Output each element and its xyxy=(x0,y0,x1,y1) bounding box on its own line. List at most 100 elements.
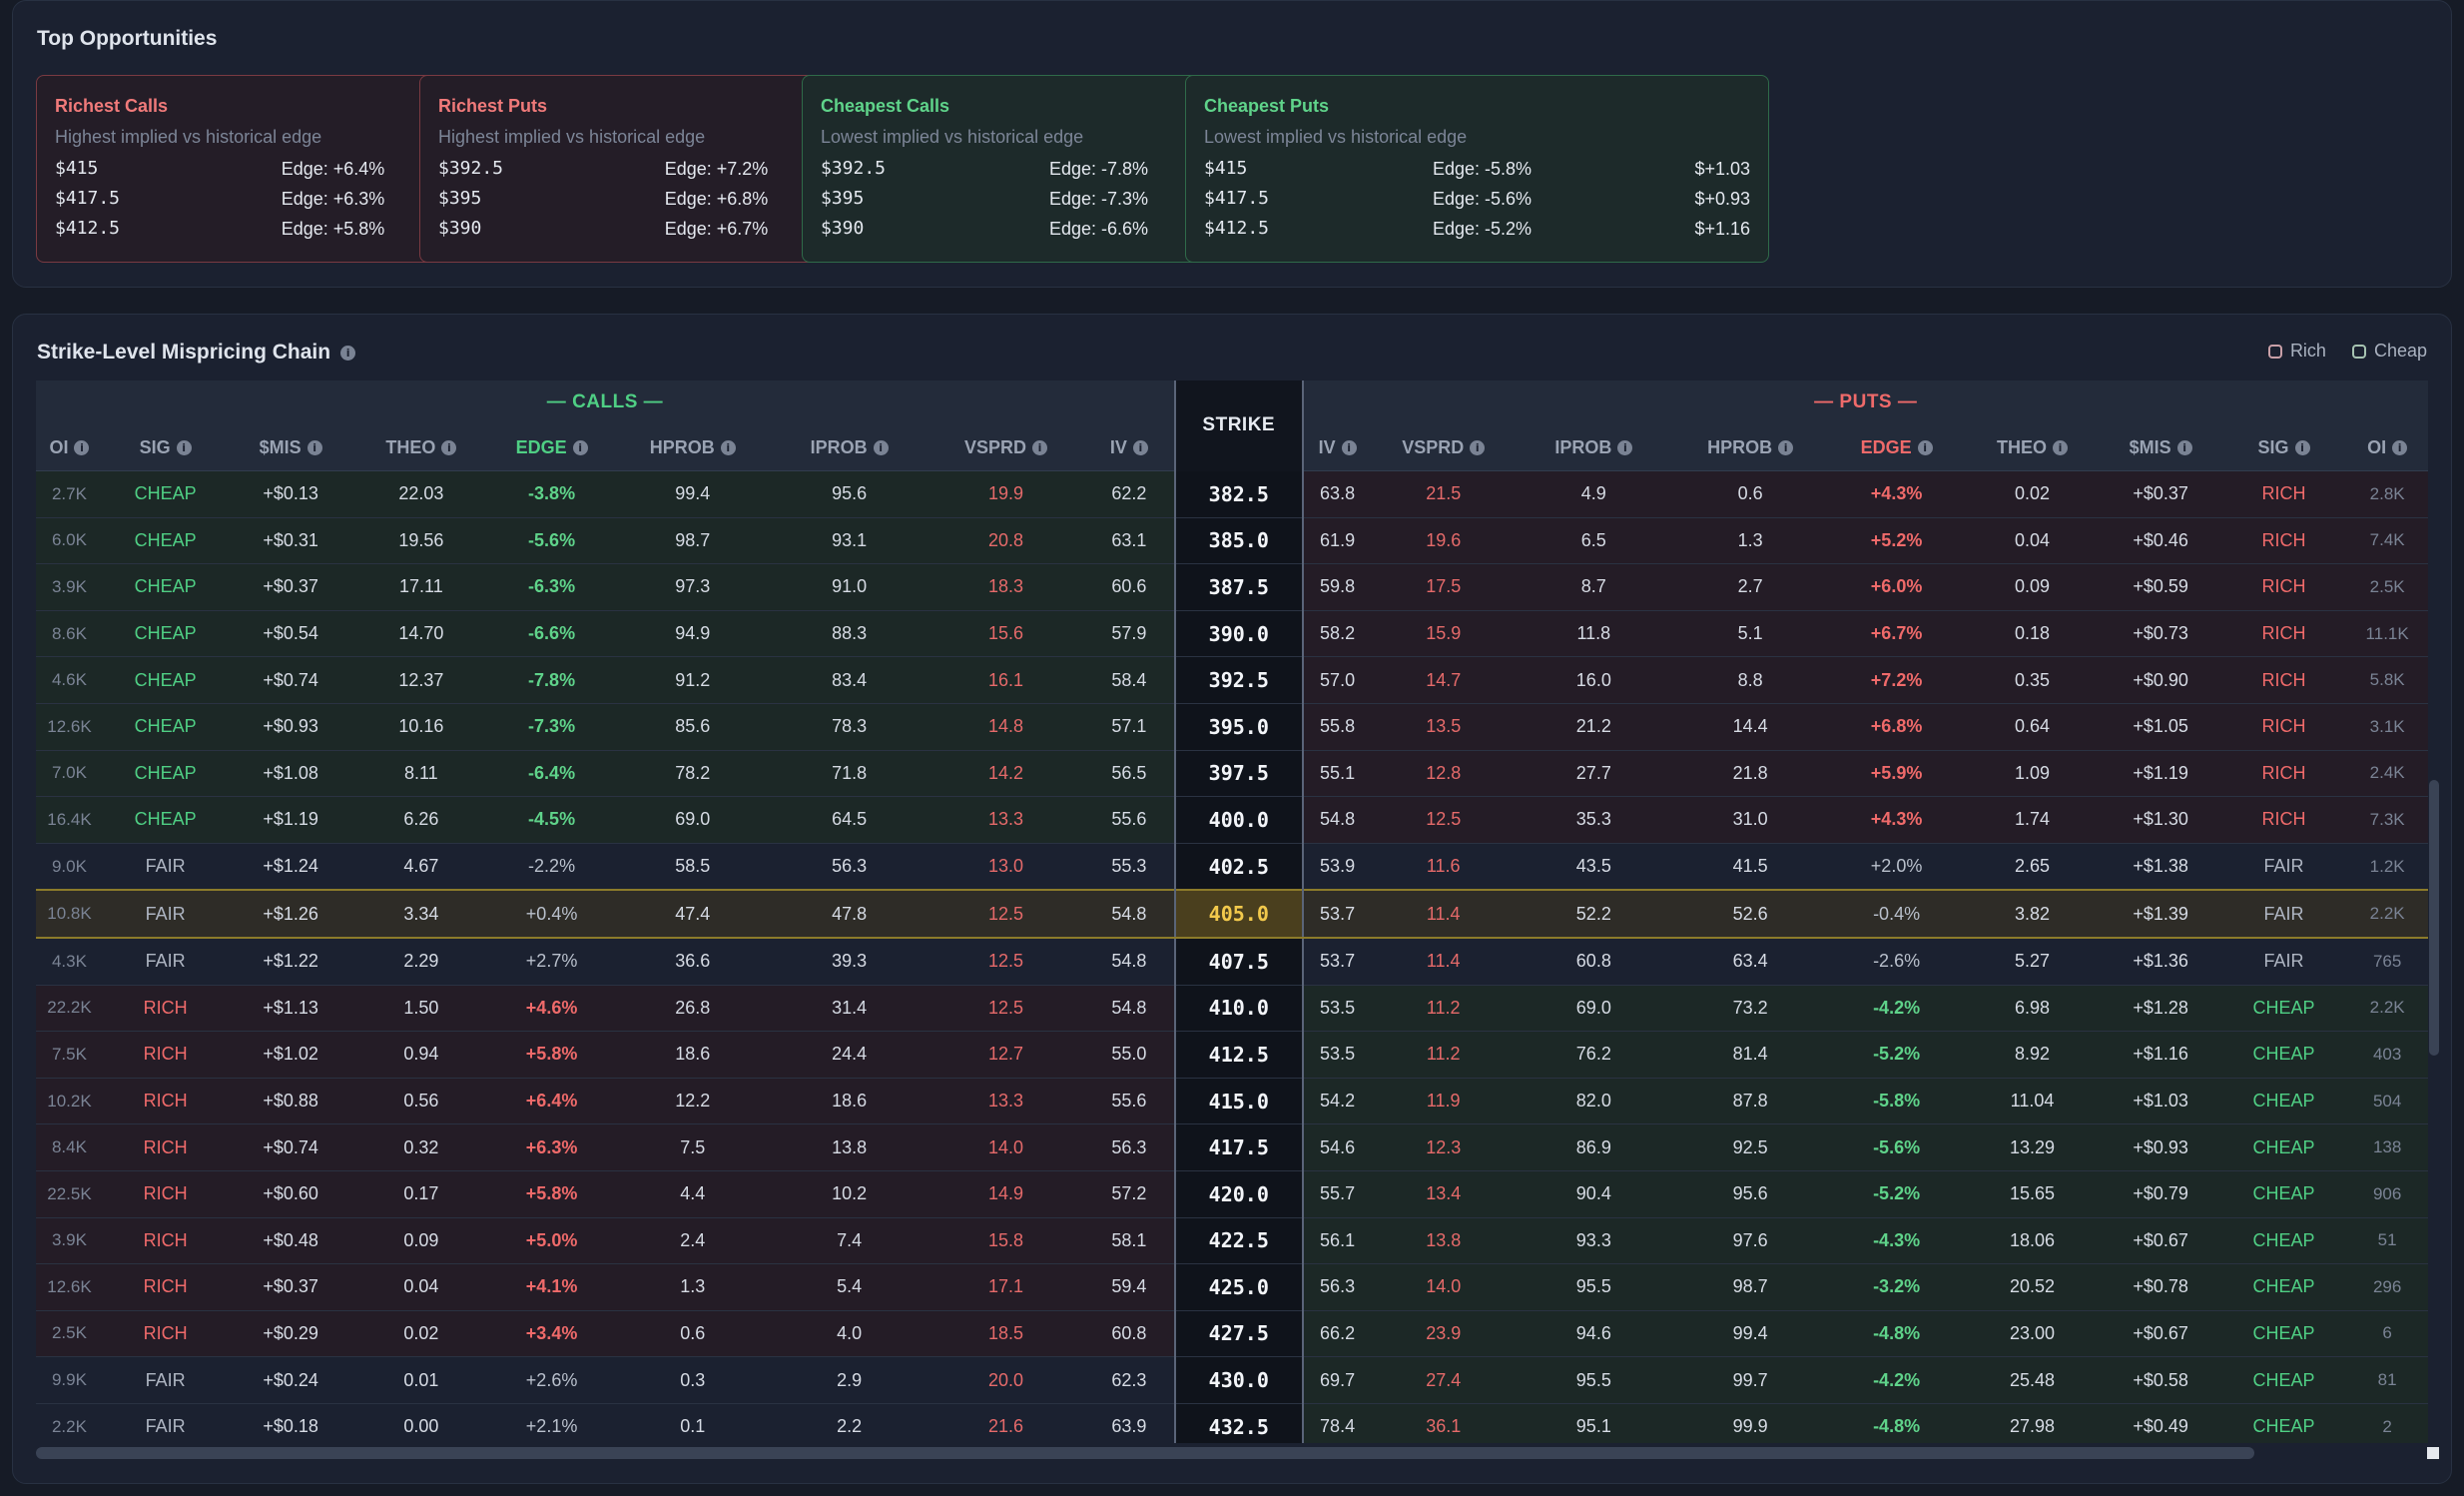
call-signal: CHEAP xyxy=(102,517,229,565)
info-icon[interactable]: i xyxy=(1917,440,1933,456)
strike-cell[interactable]: 425.0 xyxy=(1173,1263,1304,1311)
strike-cell[interactable]: 410.0 xyxy=(1173,985,1304,1033)
put-column-header[interactable]: HPROB i xyxy=(1671,424,1829,471)
info-icon[interactable]: i xyxy=(873,440,889,456)
card-row[interactable]: $417.5 Edge: -5.6% $+0.93 xyxy=(1204,184,1750,214)
put-column-header[interactable]: IPROB i xyxy=(1515,424,1672,471)
legend-rich-toggle[interactable]: Rich xyxy=(2267,341,2326,362)
info-icon[interactable]: i xyxy=(441,440,457,456)
strike-cell[interactable]: 382.5 xyxy=(1173,470,1304,518)
call-column-header[interactable]: THEO i xyxy=(352,424,489,471)
put-column-header[interactable]: OI i xyxy=(2346,424,2428,471)
info-icon[interactable]: i xyxy=(2294,440,2310,456)
chain-row[interactable]: 8.6K CHEAP +$0.54 14.70 -6.6% 94.9 88.3 15.6 57.… xyxy=(36,610,2428,658)
chain-row[interactable]: 8.4K RICH +$0.74 0.32 +6.3% 7.5 13.8 14.0 56.3 41… xyxy=(36,1123,2428,1171)
put-column-header[interactable]: THEO i xyxy=(1964,424,2101,471)
card-subtitle: Highest implied vs historical edge xyxy=(438,127,706,147)
call-column-header[interactable]: SIG i xyxy=(102,424,229,471)
info-icon[interactable]: i xyxy=(340,345,356,361)
chain-row[interactable]: 22.5K RICH +$0.60 0.17 +5.8% 4.4 10.2 14.9 57.2 4… xyxy=(36,1170,2428,1218)
strike-cell[interactable]: 412.5 xyxy=(1173,1031,1304,1079)
chain-row[interactable]: 10.8K FAIR +$1.26 3.34 +0.4% 47.4 47.8 12.5 54.8… xyxy=(36,889,2428,939)
horizontal-scrollbar[interactable] xyxy=(36,1447,2254,1459)
chain-row[interactable]: 12.6K CHEAP +$0.93 10.16 -7.3% 85.6 78.3 14.8 57… xyxy=(36,703,2428,751)
call-column-header[interactable]: $MIS i xyxy=(228,424,353,471)
info-icon[interactable]: i xyxy=(307,440,322,456)
strike-cell[interactable]: 420.0 xyxy=(1173,1170,1304,1218)
checkbox-icon[interactable] xyxy=(2351,344,2366,359)
strike-cell[interactable]: 400.0 xyxy=(1173,796,1304,844)
chain-row[interactable]: 16.4K CHEAP +$1.19 6.26 -4.5% 69.0 64.5 13.3 55.… xyxy=(36,796,2428,844)
chain-row[interactable]: 2.7K CHEAP +$0.13 22.03 -3.8% 99.4 95.6 19.9 62.… xyxy=(36,470,2428,518)
put-oi: 81 xyxy=(2346,1356,2428,1404)
info-icon[interactable]: i xyxy=(1132,440,1148,456)
chain-row[interactable]: 9.0K FAIR +$1.24 4.67 -2.2% 58.5 56.3 13.0 55.3 4… xyxy=(36,843,2428,891)
chain-row[interactable]: 4.6K CHEAP +$0.74 12.37 -7.8% 91.2 83.4 16.1 58.… xyxy=(36,656,2428,704)
put-theo: 0.18 xyxy=(1964,610,2101,658)
chain-row[interactable]: 12.6K RICH +$0.37 0.04 +4.1% 1.3 5.4 17.1 59.4 42… xyxy=(36,1263,2428,1311)
put-column-header[interactable]: EDGE i xyxy=(1828,424,1965,471)
info-icon[interactable]: i xyxy=(74,440,90,456)
strike-cell[interactable]: 385.0 xyxy=(1173,517,1304,565)
card-row[interactable]: $412.5 Edge: -5.2% $+1.16 xyxy=(1204,214,1750,244)
chain-row[interactable]: 7.5K RICH +$1.02 0.94 +5.8% 18.6 24.4 12.7 55.0 4… xyxy=(36,1031,2428,1079)
call-column-header[interactable]: EDGE i xyxy=(488,424,615,471)
info-icon[interactable]: i xyxy=(2053,440,2069,456)
put-column-header[interactable]: IV i xyxy=(1302,424,1372,471)
chain-row[interactable]: 10.2K RICH +$0.88 0.56 +6.4% 12.2 18.6 13.3 55.6… xyxy=(36,1078,2428,1125)
strike-cell[interactable]: 415.0 xyxy=(1173,1078,1304,1125)
strike-cell[interactable]: 430.0 xyxy=(1173,1356,1304,1404)
chain-row[interactable]: 2.2K FAIR +$0.18 0.00 +2.1% 0.1 2.2 21.6 63.9 432… xyxy=(36,1403,2428,1443)
strike-cell[interactable]: 387.5 xyxy=(1173,563,1304,611)
info-icon[interactable]: i xyxy=(1341,440,1357,456)
info-icon[interactable]: i xyxy=(1617,440,1633,456)
info-icon[interactable]: i xyxy=(572,440,588,456)
chain-row[interactable]: 7.0K CHEAP +$1.08 8.11 -6.4% 78.2 71.8 14.2 56.5… xyxy=(36,750,2428,798)
chain-row[interactable]: 3.9K CHEAP +$0.37 17.11 -6.3% 97.3 91.0 18.3 60.… xyxy=(36,563,2428,611)
call-theo: 8.11 xyxy=(352,750,489,798)
chain-row[interactable]: 6.0K CHEAP +$0.31 19.56 -5.6% 98.7 93.1 20.8 63.… xyxy=(36,517,2428,565)
chain-table-viewport[interactable]: — CALLS — STRIKE — PUTS — OI i SIG i $MIS i TH… xyxy=(36,380,2428,1443)
strike-cell[interactable]: 392.5 xyxy=(1173,656,1304,704)
strike-cell[interactable]: 402.5 xyxy=(1173,843,1304,891)
info-icon[interactable]: i xyxy=(2392,440,2408,456)
strike-cell[interactable]: 395.0 xyxy=(1173,703,1304,751)
card-row-edge: Edge: +6.3% xyxy=(281,189,385,209)
strike-cell[interactable]: 432.5 xyxy=(1173,1403,1304,1443)
call-column-header[interactable]: HPROB i xyxy=(614,424,772,471)
put-column-header[interactable]: $MIS i xyxy=(2100,424,2221,471)
legend-cheap-toggle[interactable]: Cheap xyxy=(2351,341,2427,362)
info-icon[interactable]: i xyxy=(2176,440,2192,456)
strike-cell[interactable]: 390.0 xyxy=(1173,610,1304,658)
chain-row[interactable]: 4.3K FAIR +$1.22 2.29 +2.7% 36.6 39.3 12.5 54.8 4… xyxy=(36,937,2428,986)
call-column-header[interactable]: IV i xyxy=(1083,424,1175,471)
strike-cell[interactable]: 397.5 xyxy=(1173,750,1304,798)
put-column-header[interactable]: VSPRD i xyxy=(1371,424,1516,471)
info-icon[interactable]: i xyxy=(720,440,736,456)
call-column-header[interactable]: VSPRD i xyxy=(927,424,1084,471)
strike-cell[interactable]: 422.5 xyxy=(1173,1217,1304,1265)
call-column-header[interactable]: IPROB i xyxy=(771,424,928,471)
strike-cell[interactable]: 417.5 xyxy=(1173,1123,1304,1171)
strike-cell[interactable]: 427.5 xyxy=(1173,1310,1304,1358)
info-icon[interactable]: i xyxy=(1031,440,1047,456)
strike-cell[interactable]: 405.0 xyxy=(1173,889,1304,939)
chain-row[interactable]: 3.9K RICH +$0.48 0.09 +5.0% 2.4 7.4 15.8 58.1 422… xyxy=(36,1217,2428,1265)
info-icon[interactable]: i xyxy=(1778,440,1794,456)
call-iv: 56.3 xyxy=(1083,1123,1175,1171)
checkbox-icon[interactable] xyxy=(2267,344,2282,359)
card-row[interactable]: $415 Edge: -5.8% $+1.03 xyxy=(1204,154,1750,184)
strike-cell[interactable]: 407.5 xyxy=(1173,937,1304,986)
chain-row[interactable]: 22.2K RICH +$1.13 1.50 +4.6% 26.8 31.4 12.5 54.8… xyxy=(36,985,2428,1033)
opportunity-card[interactable]: Cheapest Puts Lowest implied vs historic… xyxy=(1185,75,1769,263)
info-icon[interactable]: i xyxy=(176,440,192,456)
chain-row[interactable]: 2.5K RICH +$0.29 0.02 +3.4% 0.6 4.0 18.5 60.8 427… xyxy=(36,1310,2428,1358)
call-column-header[interactable]: OI i xyxy=(36,424,103,471)
column-header-label: VSPRD xyxy=(1402,436,1465,457)
put-iv: 54.2 xyxy=(1302,1078,1372,1125)
chain-row[interactable]: 9.9K FAIR +$0.24 0.01 +2.6% 0.3 2.9 20.0 62.3 430… xyxy=(36,1356,2428,1404)
vertical-scrollbar[interactable] xyxy=(2429,780,2439,1056)
put-column-header[interactable]: SIG i xyxy=(2220,424,2347,471)
strike-column-header[interactable]: STRIKE xyxy=(1173,380,1304,471)
info-icon[interactable]: i xyxy=(1470,440,1486,456)
